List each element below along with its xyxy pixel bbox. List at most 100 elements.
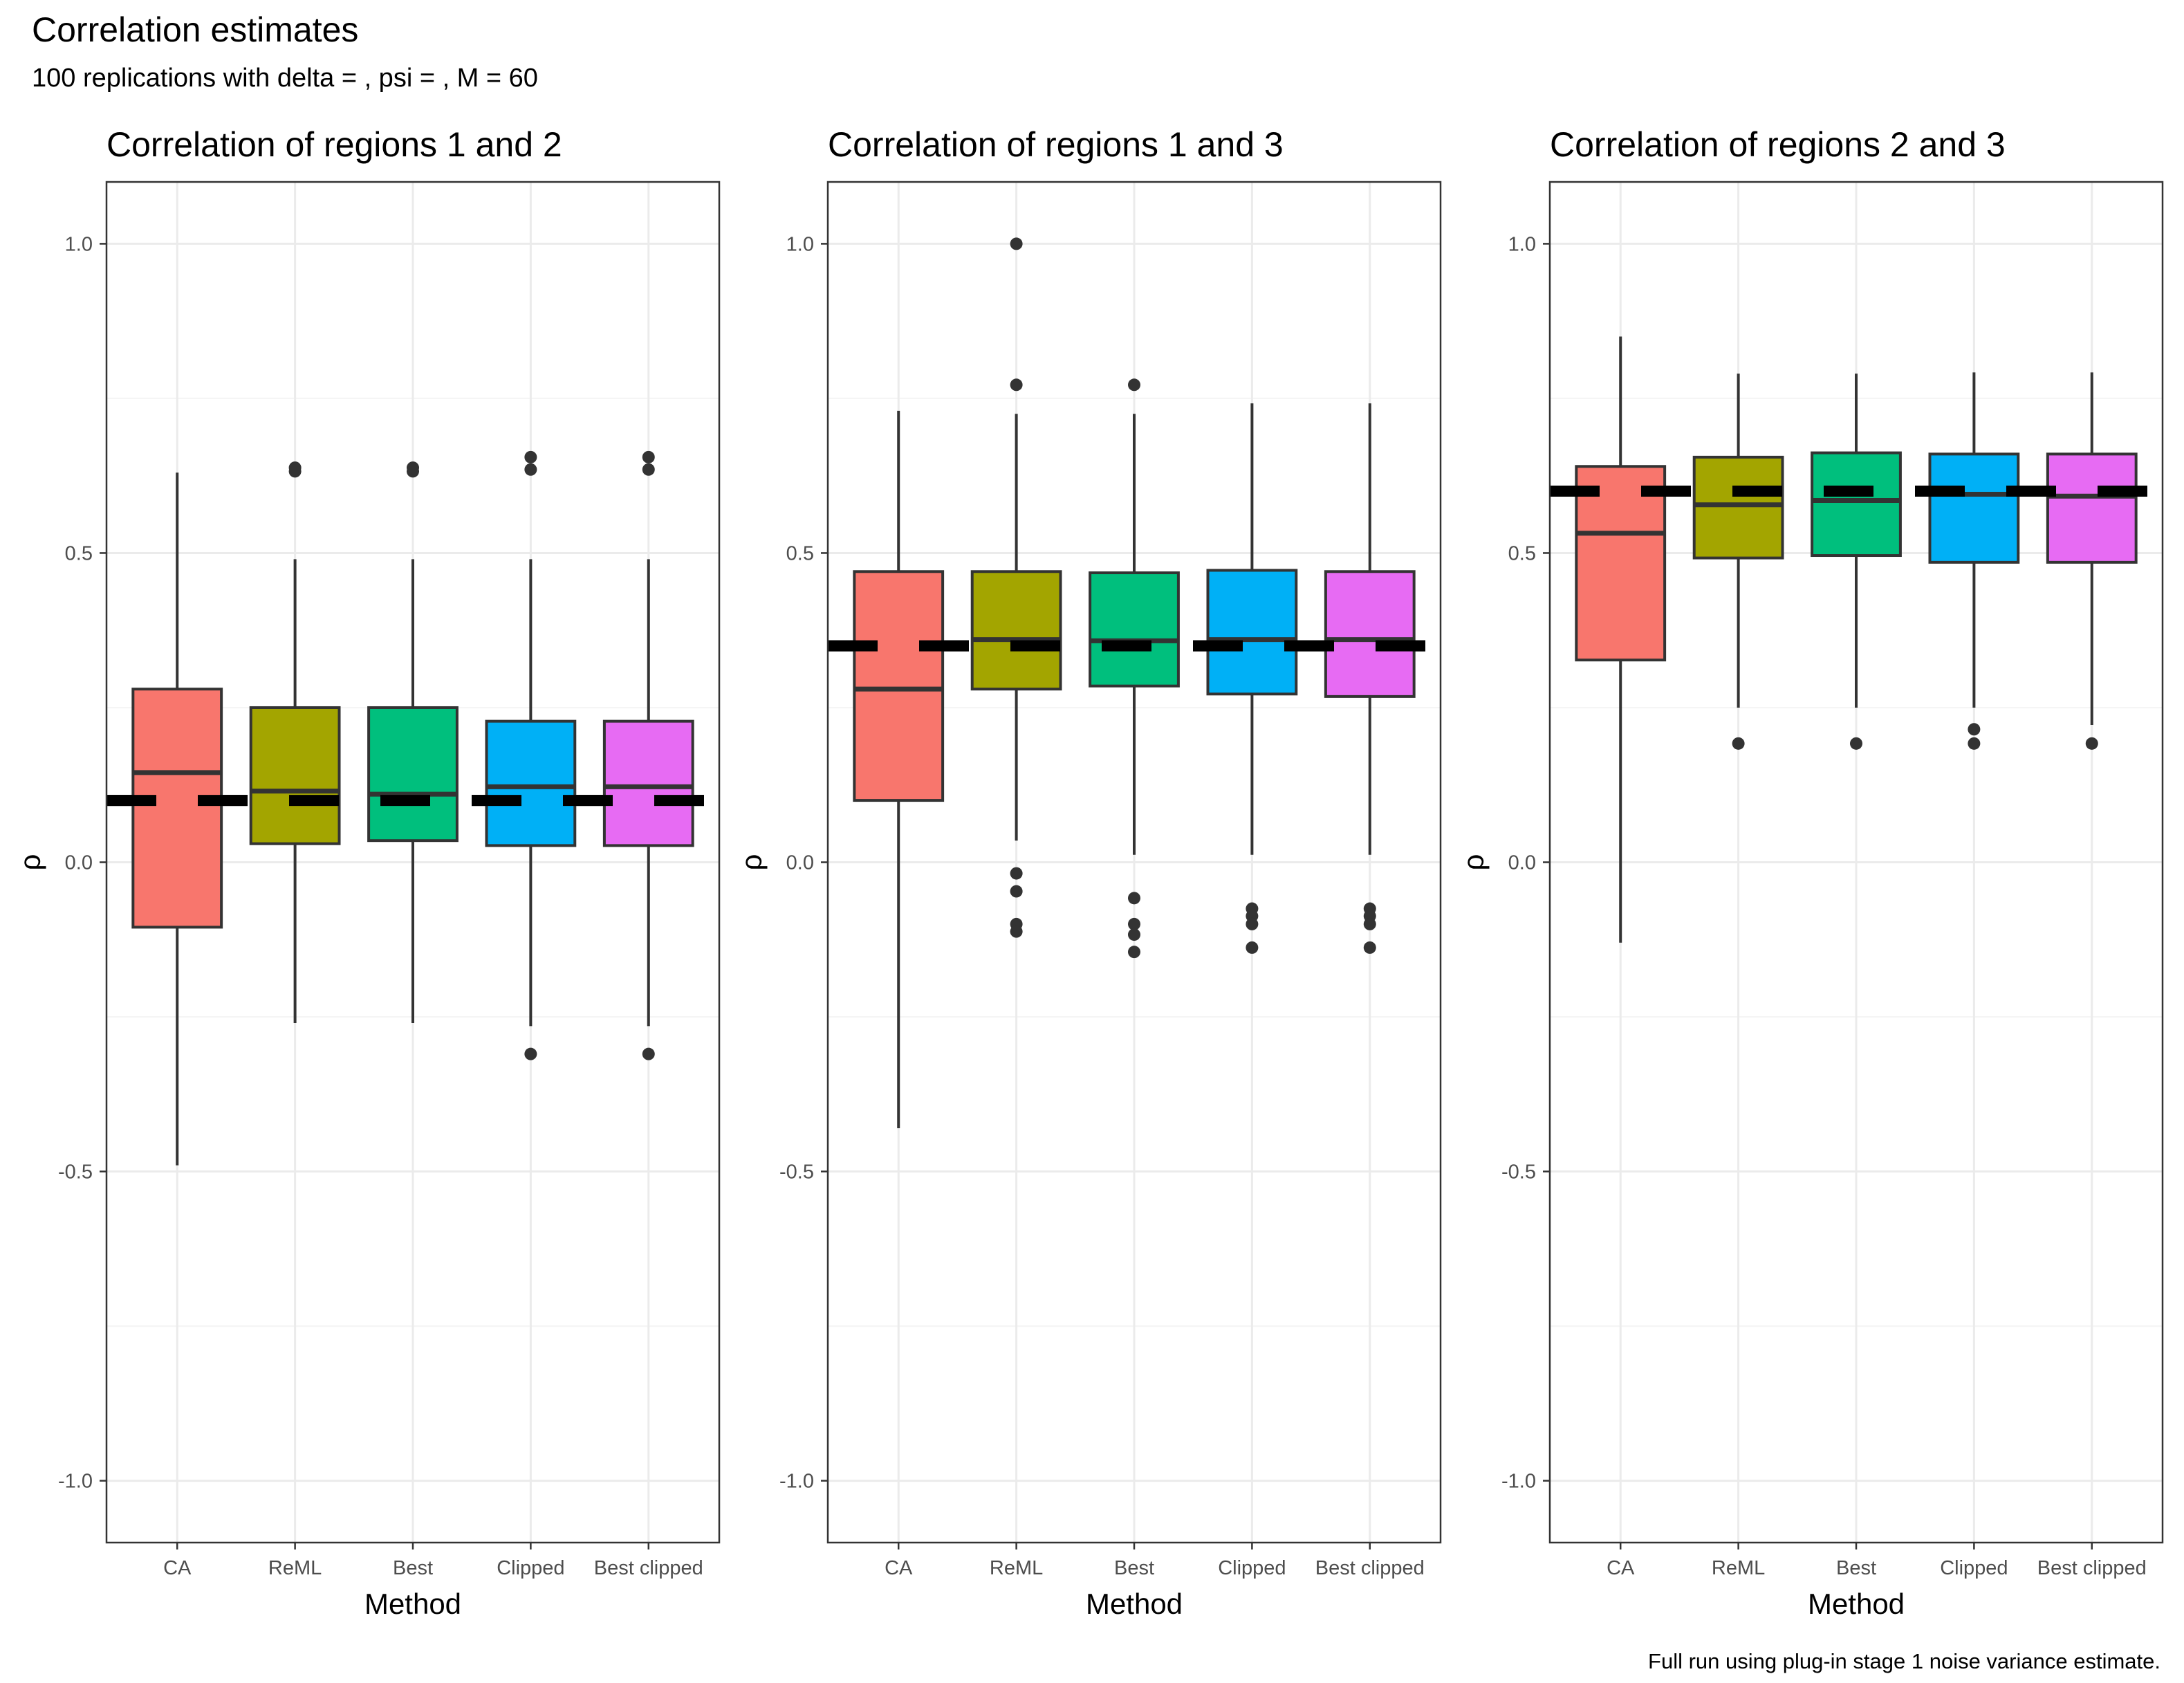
outlier-point: [288, 461, 302, 475]
outlier-point: [1010, 237, 1023, 250]
x-tick-label: Best: [1836, 1557, 1876, 1579]
y-tick-label: 1.0: [1508, 233, 1536, 255]
outlier-point: [1363, 941, 1376, 954]
outlier-point: [2085, 737, 2098, 750]
outlier-point: [1010, 867, 1023, 880]
outlier-point: [1128, 917, 1140, 930]
box-body: [1575, 465, 1667, 662]
box-clipped: [485, 450, 577, 1060]
x-tick-label: ReML: [990, 1557, 1043, 1579]
outlier-point: [1128, 946, 1140, 959]
panel-title: Correlation of regions 1 and 2: [107, 125, 562, 164]
chart-title: Correlation estimates: [32, 10, 359, 49]
box-body: [367, 706, 459, 843]
box-body: [1089, 571, 1180, 688]
panel-title: Correlation of regions 1 and 3: [828, 125, 1284, 164]
x-axis-title: Method: [1808, 1588, 1905, 1620]
y-tick-label: 0.5: [65, 542, 93, 564]
box-reml: [249, 461, 341, 1023]
outlier-point: [1363, 917, 1376, 930]
x-tick-label: CA: [1607, 1557, 1635, 1579]
panel-2: -1.0 -0.5 0.0 0.5 1.0 CA ReML Best Clipped Best c…: [735, 125, 1442, 1620]
x-tick-label: Clipped: [1940, 1557, 2008, 1579]
box-body: [970, 570, 1062, 691]
chart-caption: Full run using plug-in stage 1 noise var…: [1648, 1649, 2160, 1673]
outlier-point: [1010, 885, 1023, 898]
outlier-point: [642, 1047, 655, 1060]
chart-subtitle: 100 replications with delta = , psi = , …: [32, 64, 538, 93]
outlier-point: [1128, 928, 1140, 941]
outlier-point: [642, 450, 655, 463]
x-axis-title: Method: [1086, 1588, 1183, 1620]
y-tick-label: 0.5: [786, 542, 814, 564]
outlier-point: [1010, 378, 1023, 392]
outlier-point: [524, 1047, 537, 1060]
y-tick-label: -1.0: [779, 1471, 814, 1493]
box-body: [1811, 451, 1902, 558]
box-body: [853, 570, 945, 802]
y-tick-label: 0.5: [1508, 542, 1536, 564]
x-tick-label: Best clipped: [594, 1557, 703, 1579]
box-best: [1811, 374, 1902, 750]
box-ca: [853, 410, 945, 1128]
outlier-point: [407, 461, 419, 475]
x-tick-label: CA: [163, 1557, 192, 1579]
box-best-clipped: [2046, 372, 2138, 750]
y-tick-label: -0.5: [58, 1161, 93, 1184]
y-axis-title: ρ: [14, 854, 46, 871]
box-body: [1206, 569, 1298, 696]
y-tick-label: -1.0: [1501, 1471, 1536, 1493]
box-reml: [1692, 374, 1784, 750]
y-axis-title: ρ: [1457, 854, 1490, 871]
panel-title: Correlation of regions 2 and 3: [1550, 125, 2006, 164]
outlier-point: [1968, 723, 1981, 736]
box-clipped: [1928, 372, 2020, 750]
y-tick-label: 0.0: [65, 852, 93, 874]
box-body: [131, 688, 223, 929]
outlier-point: [1010, 925, 1023, 938]
x-tick-label: Best clipped: [2037, 1557, 2147, 1579]
box-best-clipped: [1324, 403, 1416, 954]
x-axis-title: Method: [364, 1588, 461, 1620]
box-body: [2046, 452, 2138, 564]
box-reml: [970, 237, 1062, 938]
outlier-point: [642, 463, 655, 476]
box-best-clipped: [602, 450, 694, 1060]
outlier-point: [524, 450, 537, 463]
x-tick-label: ReML: [268, 1557, 322, 1579]
y-tick-label: -0.5: [1501, 1161, 1536, 1184]
box-best: [367, 461, 459, 1023]
outlier-point: [1128, 378, 1140, 392]
box-ca: [1575, 336, 1667, 943]
y-tick-label: 1.0: [65, 233, 93, 255]
box-body: [249, 706, 341, 845]
outlier-point: [1246, 917, 1259, 930]
box-clipped: [1206, 403, 1298, 954]
y-tick-label: 0.0: [786, 852, 814, 874]
x-tick-label: Best clipped: [1315, 1557, 1425, 1579]
y-tick-label: 0.0: [1508, 852, 1536, 874]
box-body: [1324, 570, 1416, 698]
y-axis-title: ρ: [735, 854, 768, 871]
panel-3: -1.0 -0.5 0.0 0.5 1.0 CA ReML Best Clipped Best c…: [1457, 125, 2164, 1620]
panel-1: -1.0 -0.5 0.0 0.5 1.0 CA ReML Best Clipped Best c…: [14, 125, 721, 1620]
x-tick-label: Clipped: [497, 1557, 564, 1579]
box-body: [602, 719, 694, 847]
outlier-point: [1732, 737, 1745, 750]
box-body: [1928, 452, 2020, 564]
x-tick-label: Best: [1114, 1557, 1154, 1579]
outlier-point: [1246, 941, 1259, 954]
y-tick-label: -1.0: [58, 1471, 93, 1493]
outlier-point: [1128, 892, 1140, 905]
x-tick-label: Best: [393, 1557, 433, 1579]
box-ca: [131, 472, 223, 1166]
x-tick-label: CA: [885, 1557, 913, 1579]
outlier-point: [1968, 737, 1981, 750]
y-tick-label: 1.0: [786, 233, 814, 255]
y-tick-label: -0.5: [779, 1161, 814, 1184]
x-tick-label: ReML: [1712, 1557, 1765, 1579]
box-body: [485, 719, 577, 847]
outlier-point: [524, 463, 537, 476]
x-tick-label: Clipped: [1218, 1557, 1286, 1579]
